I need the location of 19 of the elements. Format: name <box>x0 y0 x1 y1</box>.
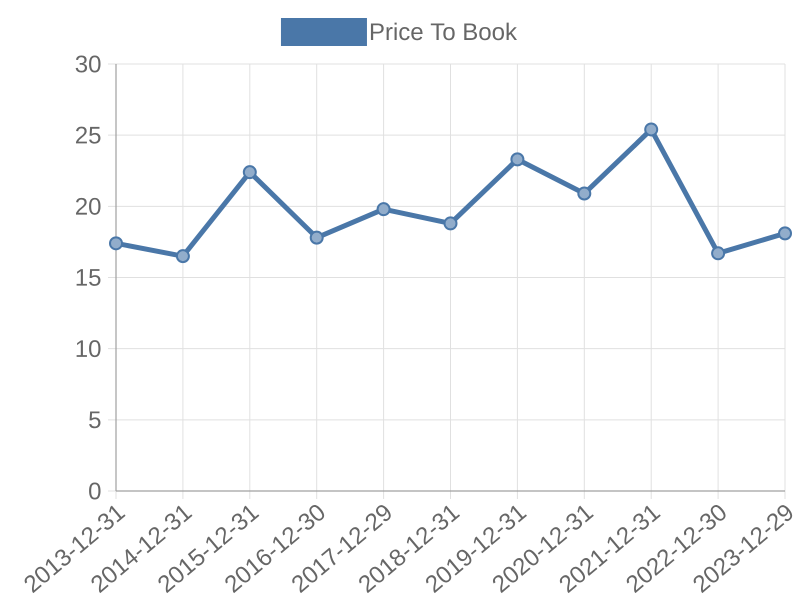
y-tick-label: 30 <box>76 56 101 72</box>
y-tick-label: 15 <box>76 269 100 286</box>
y-tick-label: 5 <box>89 411 100 428</box>
point <box>711 246 726 260</box>
y-tick-label: 20 <box>76 198 101 215</box>
point <box>644 122 658 136</box>
y-tick-label: 10 <box>76 340 101 358</box>
point <box>510 152 524 166</box>
point <box>778 226 792 240</box>
point <box>176 249 190 264</box>
y-tick-label: 0 <box>89 482 101 500</box>
legend-label: Price To Book <box>370 22 518 40</box>
point <box>577 186 592 201</box>
point <box>376 202 391 216</box>
point <box>444 216 458 230</box>
point <box>109 236 123 250</box>
point <box>242 165 257 180</box>
point <box>310 230 324 245</box>
y-tick-label: 25 <box>76 126 100 144</box>
